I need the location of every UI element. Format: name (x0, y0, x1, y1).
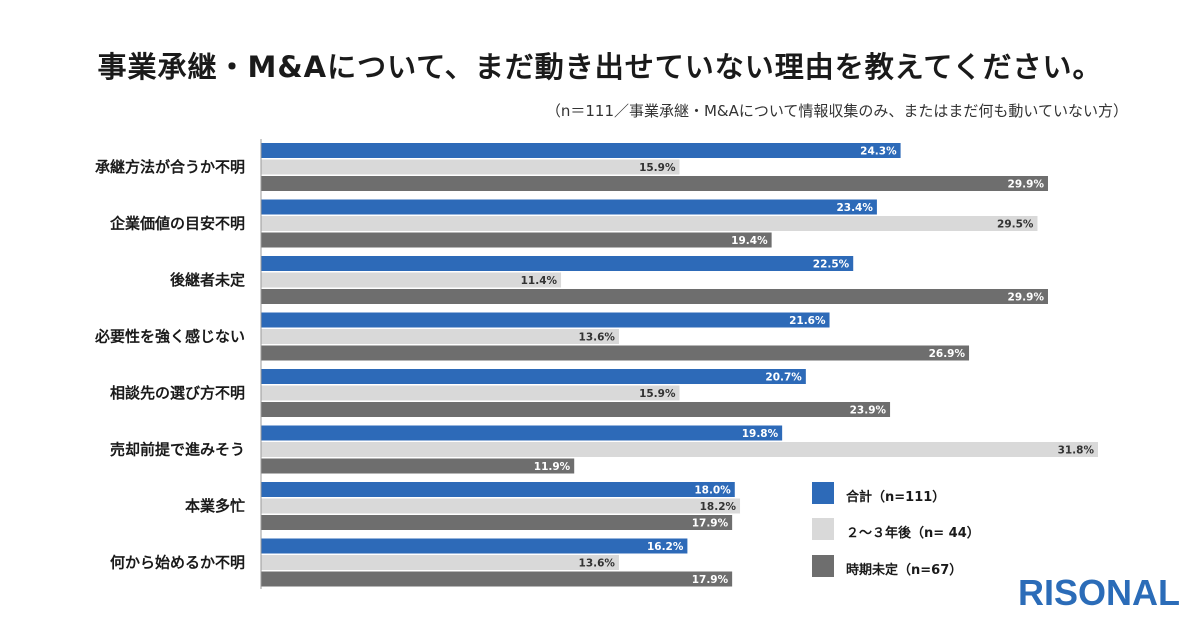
legend-label-undecided: 時期未定（n=67） (846, 563, 963, 578)
bar (261, 458, 575, 474)
data-label: 11.9% (534, 461, 571, 473)
category-label: 後継者未定 (169, 271, 245, 289)
bar (261, 571, 733, 587)
data-label: 29.9% (1008, 179, 1045, 191)
bar (261, 442, 1098, 457)
data-label: 21.6% (789, 315, 826, 327)
category-label: 承継方法が合うか不明 (95, 158, 245, 176)
bar (261, 538, 688, 554)
legend-swatch-two-three-years (812, 518, 834, 540)
bar (261, 498, 741, 514)
data-label: 11.4% (521, 275, 558, 287)
bar (261, 402, 891, 417)
legend-label-total: 合計（n=111） (846, 490, 946, 505)
bar (261, 482, 735, 497)
data-label: 19.4% (731, 235, 768, 247)
bar (261, 515, 733, 530)
bar (261, 272, 562, 288)
bar (261, 329, 619, 344)
legend-item-two-three-years: ２～３年後（n= 44） (812, 518, 1032, 542)
bar (261, 256, 854, 271)
bar (261, 312, 830, 328)
data-label: 15.9% (639, 162, 676, 174)
data-label: 20.7% (765, 372, 802, 384)
legend-label-two-three-years: ２～３年後（n= 44） (846, 526, 980, 541)
legend-swatch-undecided (812, 555, 834, 577)
data-label: 18.0% (694, 485, 731, 497)
bar (261, 385, 680, 401)
category-label: 売却前提で進みそう (110, 441, 245, 459)
bar (261, 176, 1048, 191)
risonal-logo: RISONAL (1018, 572, 1180, 613)
chart-subtitle: （n＝111／事業承継・M&Aについて情報収集のみ、またはまだ何も動いていない方… (545, 102, 1128, 120)
data-label: 19.8% (742, 428, 779, 440)
data-label: 22.5% (813, 259, 850, 271)
data-label: 16.2% (647, 541, 684, 553)
data-label: 17.9% (692, 518, 729, 530)
bar (261, 345, 970, 361)
data-label: 18.2% (700, 501, 737, 513)
data-label: 29.9% (1008, 292, 1045, 304)
data-label: 31.8% (1058, 445, 1095, 457)
data-label: 29.5% (997, 219, 1034, 231)
bar (261, 143, 901, 158)
bar (261, 232, 772, 248)
bar (261, 425, 783, 441)
data-label: 13.6% (579, 332, 616, 344)
bar (261, 555, 619, 570)
legend-item-undecided: 時期未定（n=67） (812, 555, 1032, 579)
category-label: 相談先の選び方不明 (110, 384, 245, 402)
data-label: 15.9% (639, 388, 676, 400)
category-label: 必要性を強く感じない (94, 328, 245, 346)
legend-item-total: 合計（n=111） (812, 482, 1032, 506)
data-label: 23.4% (836, 202, 873, 214)
data-label: 13.6% (579, 558, 616, 570)
data-label: 24.3% (860, 146, 897, 158)
bar (261, 289, 1048, 304)
bar (261, 199, 877, 215)
category-label: 本業多忙 (185, 497, 245, 515)
category-label: 企業価値の目安不明 (109, 215, 245, 233)
legend-swatch-total (812, 482, 834, 504)
data-label: 26.9% (929, 348, 966, 360)
chart-title: 事業承継・M&Aについて、まだ動き出せていない理由を教えてください。 (97, 50, 1103, 84)
data-label: 17.9% (692, 574, 729, 586)
bar (261, 369, 806, 384)
bar (261, 216, 1038, 231)
category-label: 何から始めるか不明 (110, 554, 245, 572)
bar (261, 159, 680, 175)
data-label: 23.9% (850, 405, 887, 417)
